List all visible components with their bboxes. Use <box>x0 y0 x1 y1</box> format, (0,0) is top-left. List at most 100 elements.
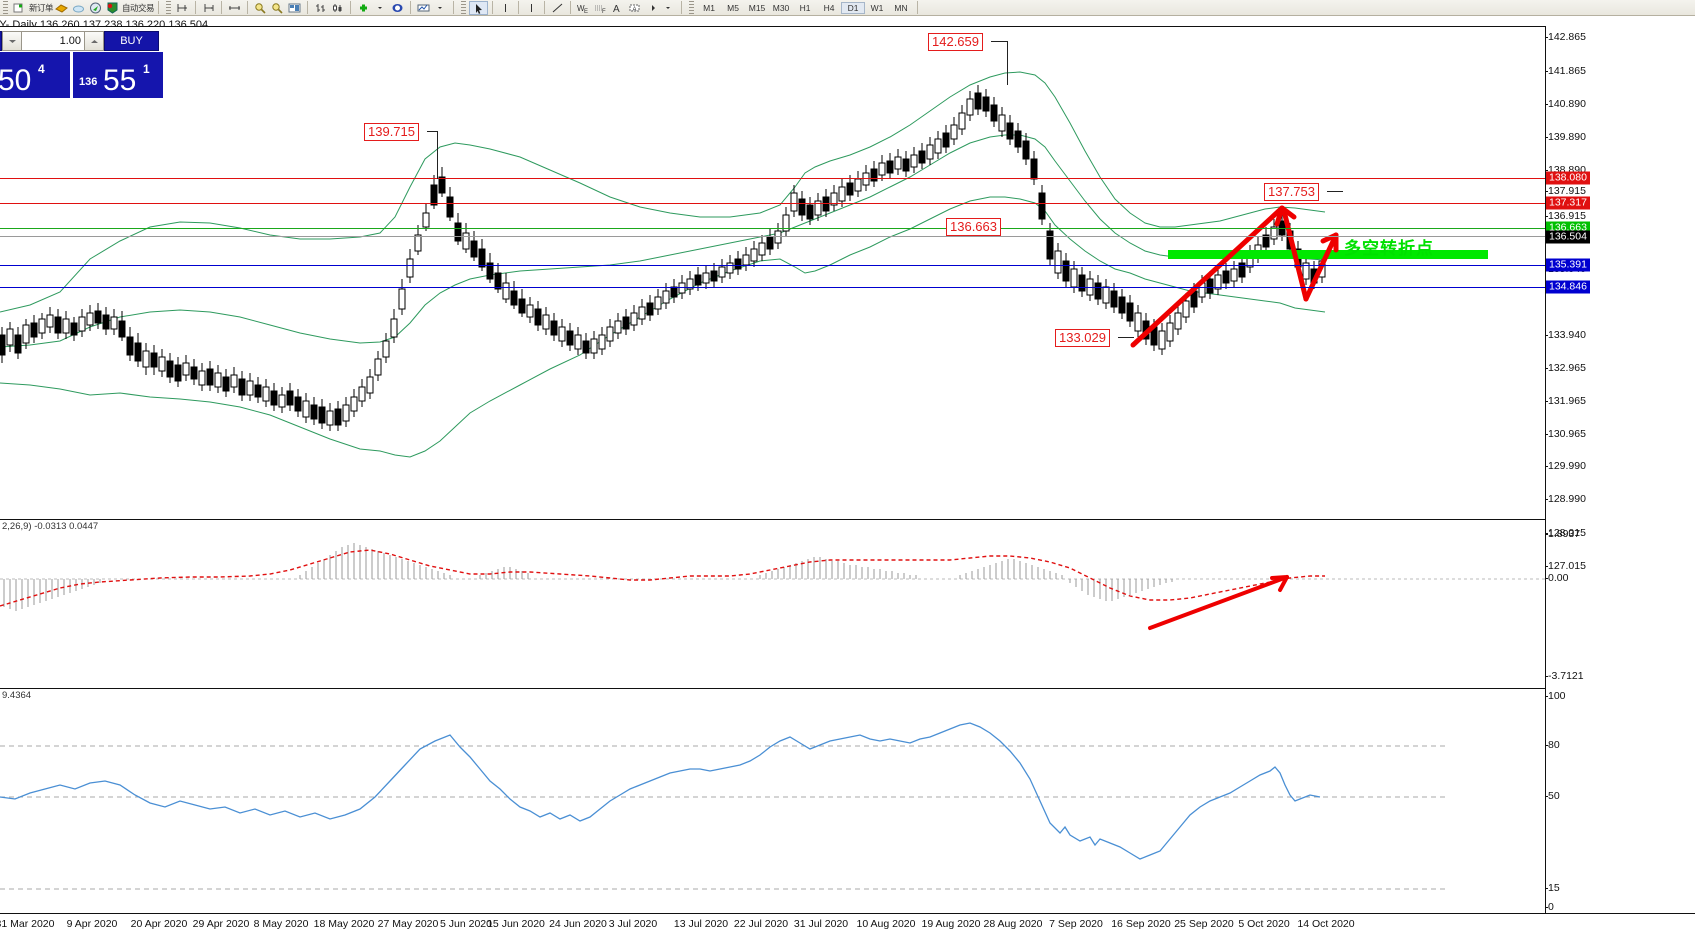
toolbar-divider-7 <box>410 1 412 14</box>
price-tag-135391: 135.391 <box>1546 258 1590 272</box>
toolbar-grip-4[interactable] <box>689 1 695 14</box>
rsi-pane-label: 9.4364 <box>2 690 32 701</box>
rsi-tick: 50 <box>1545 790 1560 802</box>
text-icon[interactable]: A <box>609 1 626 15</box>
callout-139715[interactable]: 139.715 <box>364 123 419 141</box>
toolbar-grip[interactable] <box>3 1 8 14</box>
svg-text:E: E <box>584 9 588 14</box>
macd-tick: 1.8937 <box>1544 528 1581 540</box>
vertical-line-icon[interactable] <box>200 1 217 15</box>
timeframe-d1[interactable]: D1 <box>841 1 866 14</box>
time-tick: 10 Aug 2020 <box>856 918 916 930</box>
chevron-down-icon-3[interactable] <box>660 1 677 15</box>
oct-order-row[interactable]: 1.00 BUY <box>0 31 159 51</box>
rsi-tick: 0 <box>1545 901 1554 913</box>
cloud-icon[interactable] <box>70 1 87 15</box>
vline-tool-icon-2[interactable] <box>523 1 540 15</box>
zoom-out-icon[interactable] <box>269 1 286 15</box>
toolbar-divider <box>158 1 160 14</box>
price-chart-svg <box>0 71 1488 458</box>
toolbar-divider-3 <box>221 1 223 14</box>
macd-pane[interactable]: 2,26,9) -0.0313 0.0447 <box>0 519 1545 684</box>
time-tick: 24 Jun 2020 <box>549 918 607 930</box>
sell-price-quote[interactable]: 6 50 4 <box>0 52 70 98</box>
cursor-icon[interactable] <box>469 0 489 15</box>
template-icon[interactable] <box>415 1 432 15</box>
arrow-icon[interactable] <box>643 1 660 15</box>
callout-137753[interactable]: 137.753 <box>1264 183 1319 201</box>
time-tick: 14 Oct 2020 <box>1297 918 1355 930</box>
expert-advisor-icon[interactable] <box>53 1 70 15</box>
add-indicator-icon[interactable] <box>355 1 372 15</box>
level-line-134846 <box>0 287 1545 288</box>
time-tick: 19 Aug 2020 <box>921 918 981 930</box>
timeframe-m1[interactable]: M1 <box>703 2 715 13</box>
callout-dash-142659 <box>991 41 1008 42</box>
trendline-tool-icon[interactable] <box>549 1 566 15</box>
time-tick: 31 Mar 2020 <box>0 918 55 930</box>
price-tag-137317: 137.317 <box>1546 196 1590 210</box>
fibonacci-icon[interactable]: F <box>592 1 609 15</box>
timeframe-h4[interactable]: H4 <box>823 2 835 13</box>
callout-dash-139715 <box>427 131 438 132</box>
svg-text:A: A <box>633 7 637 13</box>
price-tick: 136.915 <box>1545 210 1586 222</box>
callout-142659[interactable]: 142.659 <box>928 33 983 51</box>
rsi-tick: 100 <box>1545 690 1566 702</box>
chevron-down-icon[interactable] <box>372 1 389 15</box>
buy-button[interactable]: BUY <box>104 31 159 51</box>
callout-136663[interactable]: 136.663 <box>946 218 1001 236</box>
period-icon[interactable] <box>389 1 406 15</box>
timeframe-m15[interactable]: M15 <box>748 2 766 13</box>
horizontal-line-icon[interactable] <box>226 1 243 15</box>
sell-button[interactable] <box>0 31 2 51</box>
main-toolbar[interactable]: 新订单 自动交易 <box>0 0 1695 16</box>
crosshair-icon[interactable] <box>174 1 191 15</box>
toolbar-grip-2[interactable] <box>166 1 172 14</box>
level-line-137317 <box>0 203 1545 204</box>
grid-icon[interactable] <box>286 1 303 15</box>
callout-133029[interactable]: 133.029 <box>1055 329 1110 347</box>
timeframe-h1[interactable]: H1 <box>799 2 811 13</box>
downtrend-arrow <box>1281 208 1309 302</box>
new-order-icon[interactable] <box>11 1 28 15</box>
time-tick: 5 Oct 2020 <box>1238 918 1290 930</box>
price-pane[interactable] <box>0 26 1545 516</box>
rsi-tick: 80 <box>1545 739 1560 751</box>
time-tick: 20 Apr 2020 <box>130 918 188 930</box>
one-click-trading-panel[interactable]: 1.00 BUY 6 50 4 136 55 1 <box>0 31 180 99</box>
toolbar-new-order-label[interactable]: 新订单 <box>29 2 54 13</box>
buy-price-prefix: 136 <box>79 76 98 88</box>
zoom-in-icon[interactable] <box>252 1 269 15</box>
rsi-pane[interactable]: 9.4364 <box>0 688 1545 913</box>
price-tag-136504-current: 136.504 <box>1546 230 1590 244</box>
toolbar-divider-14 <box>917 1 919 14</box>
time-tick: 5 Jun 2020 <box>440 918 492 930</box>
toolbar-grip-3[interactable] <box>461 1 467 14</box>
svg-text:W: W <box>577 4 585 13</box>
volume-input[interactable]: 1.00 <box>22 31 84 51</box>
volume-decrease-button[interactable] <box>2 31 22 51</box>
price-scale[interactable]: 142.865 141.865 140.890 139.890 138.890 … <box>1544 0 1695 913</box>
label-icon[interactable]: A <box>626 1 643 15</box>
autotrading-icon[interactable] <box>104 1 121 15</box>
vline-tool-icon[interactable] <box>497 1 514 15</box>
toolbar-divider-5 <box>307 1 309 14</box>
candlestick-icon[interactable] <box>329 1 346 15</box>
time-tick: 8 May 2020 <box>253 918 309 930</box>
callout-stem-142659 <box>1007 41 1008 85</box>
oct-quote-row[interactable]: 6 50 4 136 55 1 <box>0 52 163 98</box>
chevron-down-icon-2[interactable] <box>432 1 449 15</box>
buy-price-quote[interactable]: 136 55 1 <box>73 52 163 98</box>
compass-icon[interactable] <box>87 1 104 15</box>
timeframe-m30[interactable]: M30 <box>772 2 790 13</box>
timeframe-m5[interactable]: M5 <box>727 2 739 13</box>
timeframe-mn[interactable]: MN <box>894 2 908 13</box>
bar-chart-icon[interactable] <box>312 1 329 15</box>
time-axis[interactable]: 31 Mar 2020 9 Apr 2020 20 Apr 2020 29 Ap… <box>0 913 1695 936</box>
toolbar-autotrading-label[interactable]: 自动交易 <box>122 2 155 13</box>
volume-increase-button[interactable] <box>84 31 104 51</box>
buy-price-sup: 1 <box>143 62 150 76</box>
timeframe-w1[interactable]: W1 <box>870 2 884 13</box>
